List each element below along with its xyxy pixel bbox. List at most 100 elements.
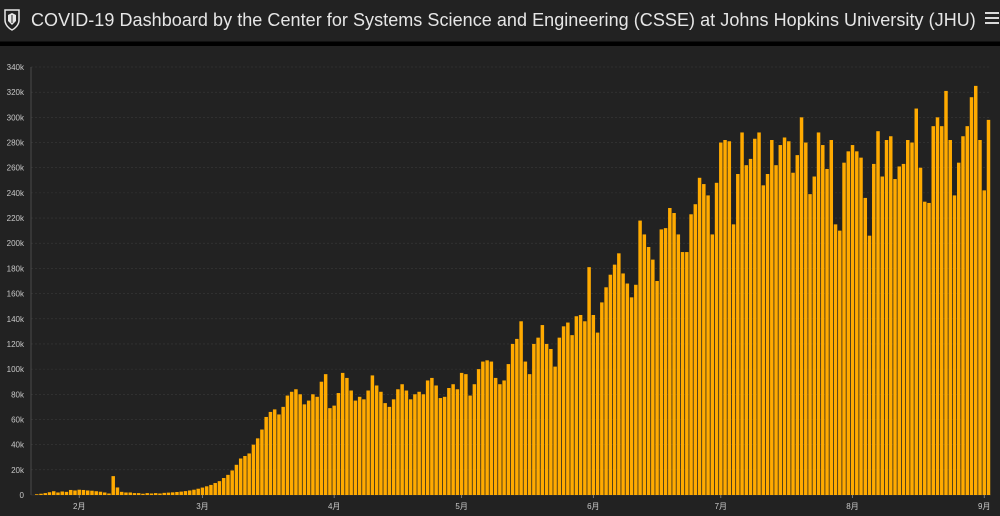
bar[interactable] [770,140,774,495]
bar[interactable] [421,394,426,495]
bar[interactable] [94,491,98,495]
bar[interactable] [940,126,944,495]
bar[interactable] [408,399,413,495]
bar[interactable] [187,490,192,495]
bar[interactable] [430,377,434,495]
bar[interactable] [298,394,302,495]
bar[interactable] [799,117,804,495]
bar[interactable] [442,396,447,495]
bar[interactable] [289,391,294,495]
bar[interactable] [413,394,417,495]
bar[interactable] [476,369,481,495]
bar[interactable] [740,132,744,495]
bar[interactable] [294,389,298,495]
bar[interactable] [311,394,315,495]
bar[interactable] [149,493,154,495]
bar[interactable] [808,194,812,495]
bar[interactable] [52,491,56,495]
bar[interactable] [153,493,158,495]
bar[interactable] [255,438,260,495]
bar[interactable] [884,140,889,495]
bar[interactable] [566,322,570,495]
bar[interactable] [47,492,52,495]
bar[interactable] [825,168,829,495]
bar[interactable] [787,141,791,495]
bar[interactable] [306,400,311,495]
bar[interactable] [234,464,239,495]
bar[interactable] [659,229,664,495]
bar[interactable] [927,202,931,495]
bar[interactable] [383,403,387,495]
bar[interactable] [757,132,761,495]
bar[interactable] [434,385,438,495]
bar[interactable] [821,145,825,496]
bar[interactable] [230,470,234,495]
bar[interactable] [438,398,443,495]
bar[interactable] [663,228,668,495]
bar[interactable] [340,372,345,495]
bar[interactable] [744,165,749,495]
hamburger-menu-icon[interactable] [985,12,999,28]
bar[interactable] [379,391,383,495]
bar[interactable] [838,230,842,495]
bar[interactable] [714,182,719,495]
bar[interactable] [782,137,787,495]
bar[interactable] [85,490,90,495]
bar[interactable] [115,487,120,495]
bar[interactable] [591,314,596,495]
bar[interactable] [893,179,897,496]
bar[interactable] [612,264,617,495]
bar[interactable] [957,162,961,496]
bar[interactable] [158,493,162,495]
bar[interactable] [676,234,681,496]
bar[interactable] [141,493,145,495]
bar[interactable] [179,491,183,495]
bar[interactable] [43,493,47,495]
bar[interactable] [965,126,969,495]
bar[interactable] [251,444,256,495]
bar[interactable] [638,220,642,495]
bar[interactable] [302,404,307,495]
bar[interactable] [366,390,370,495]
bar[interactable] [986,119,991,496]
bar[interactable] [506,364,511,495]
bar[interactable] [319,381,324,495]
bar[interactable] [107,493,111,495]
bar[interactable] [132,493,137,495]
bar[interactable] [349,390,353,495]
bar[interactable] [948,140,952,495]
bar[interactable] [944,90,948,496]
bar[interactable] [880,176,885,495]
bar[interactable] [447,388,451,495]
bar[interactable] [68,489,73,495]
bar[interactable] [595,332,600,495]
bar[interactable] [961,136,965,495]
bar[interactable] [778,145,783,496]
bar[interactable] [464,374,468,495]
bar[interactable] [192,489,196,495]
bar[interactable] [553,366,557,495]
bar[interactable] [617,253,621,495]
bar[interactable] [906,140,910,495]
bar[interactable] [200,487,205,495]
bar[interactable] [60,491,64,495]
bar[interactable] [136,493,141,495]
bar[interactable] [362,399,366,495]
bar[interactable] [102,492,107,495]
bar[interactable] [247,453,251,495]
bar[interactable] [655,281,659,495]
bar[interactable] [795,155,800,495]
bar[interactable] [910,142,914,495]
bar[interactable] [73,490,77,495]
bar[interactable] [468,395,472,495]
bar[interactable] [417,391,421,495]
bar[interactable] [978,140,982,495]
bar[interactable] [345,377,349,495]
bar[interactable] [98,491,103,495]
bar[interactable] [166,492,171,495]
bar[interactable] [64,491,69,495]
bar[interactable] [697,177,702,495]
bar[interactable] [56,492,60,495]
bar[interactable] [523,361,528,495]
bar[interactable] [651,259,655,495]
